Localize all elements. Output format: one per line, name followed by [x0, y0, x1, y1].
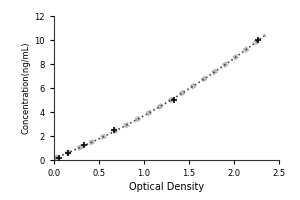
X-axis label: Optical Density: Optical Density — [129, 182, 204, 192]
Y-axis label: Concentration(ng/mL): Concentration(ng/mL) — [21, 42, 30, 134]
